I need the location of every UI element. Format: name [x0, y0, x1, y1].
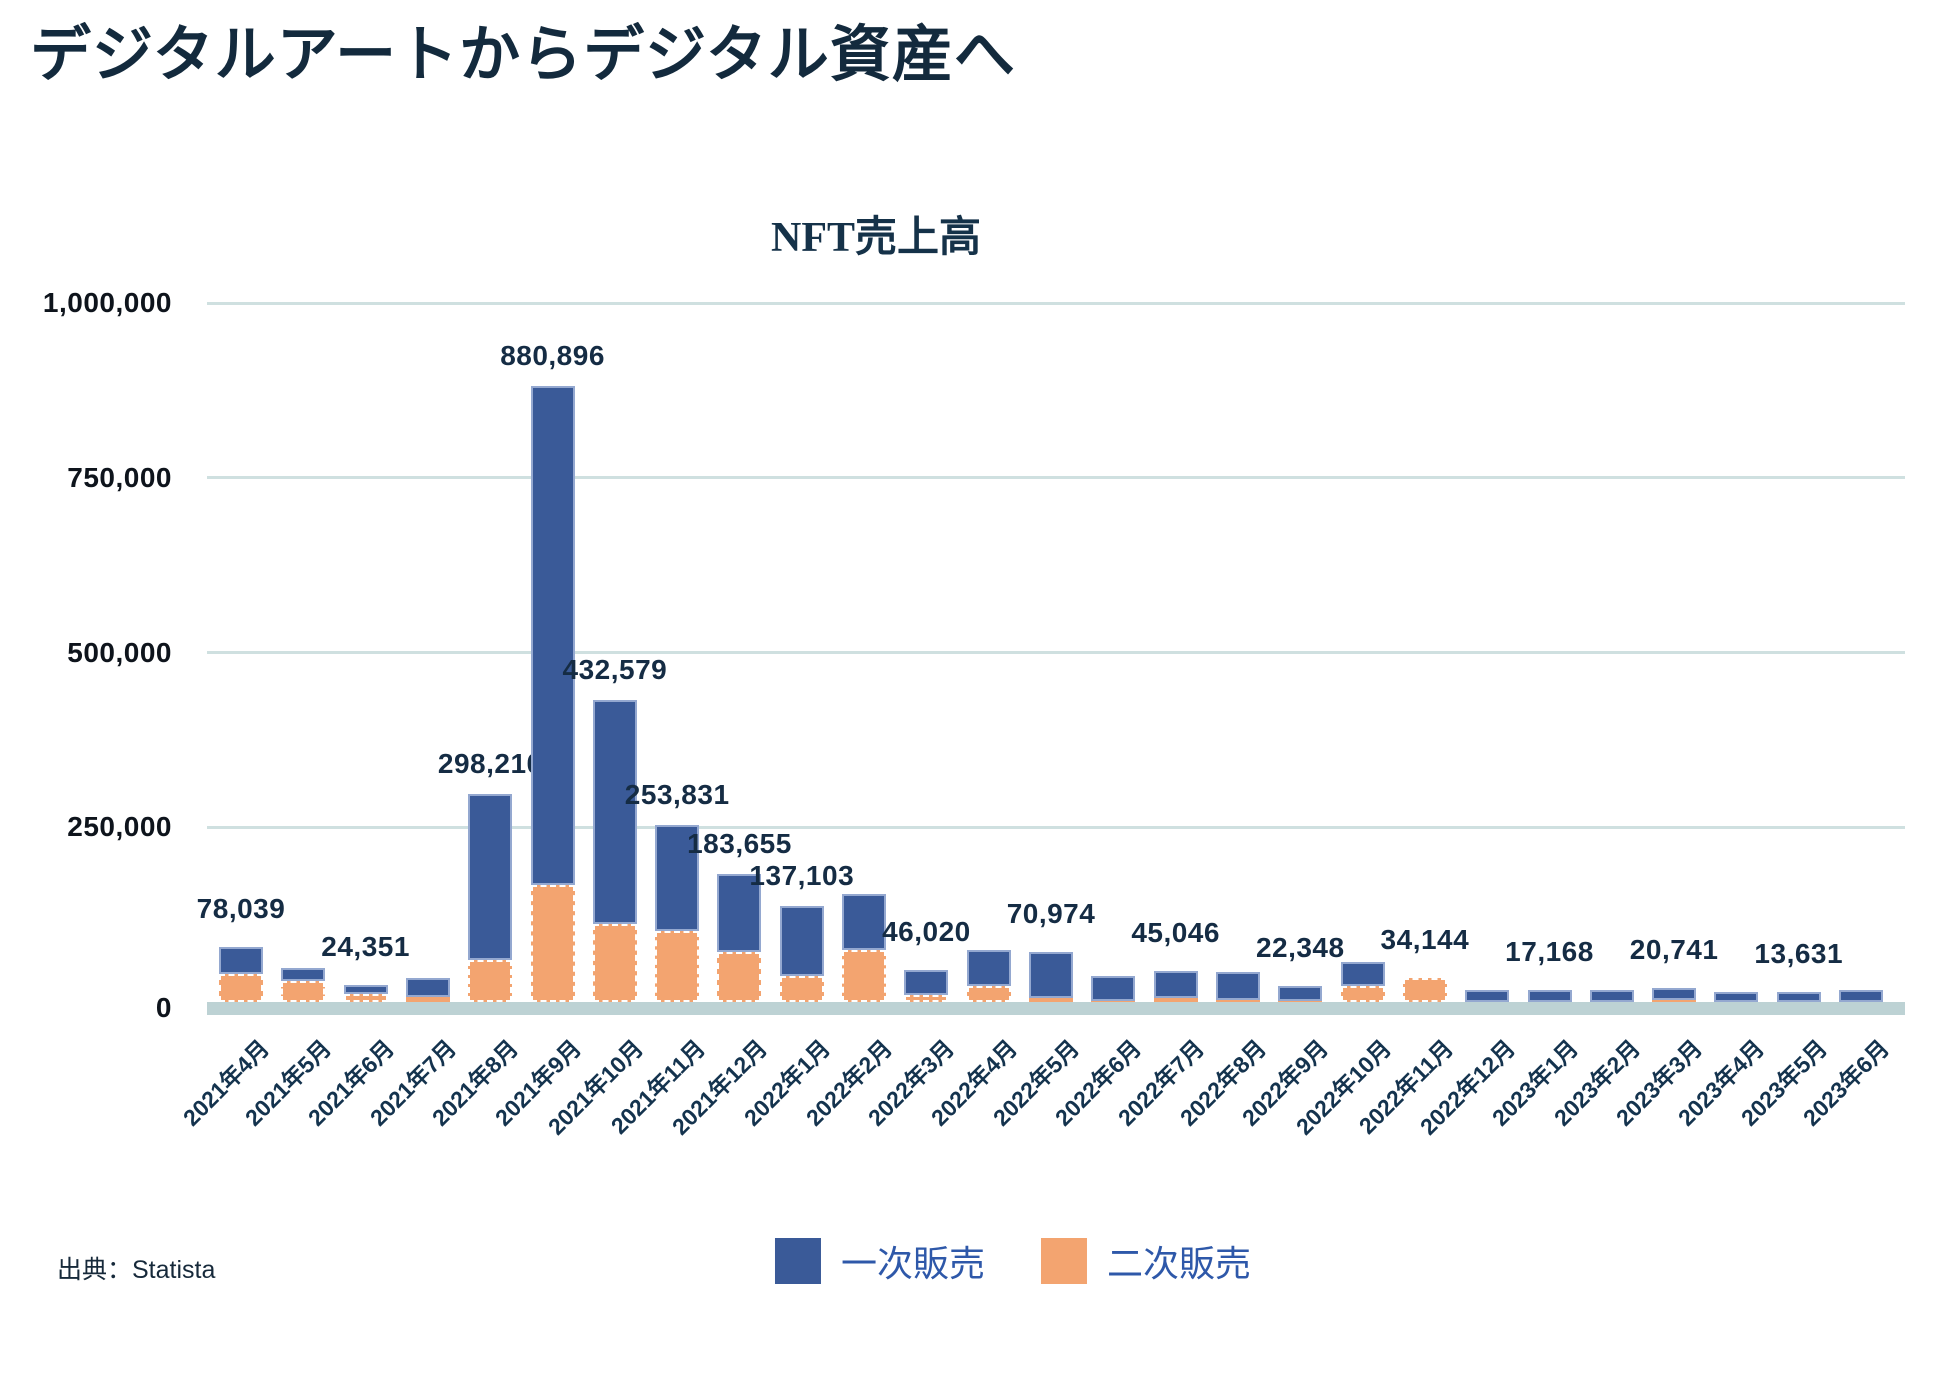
value-label-2022年9月: 22,348: [1255, 932, 1345, 964]
bar-secondary-2021年6月: [343, 994, 388, 1002]
bar-secondary-2022年7月: [1153, 997, 1198, 1002]
bar-secondary-2021年8月: [468, 960, 513, 1002]
bar-primary-2022年8月: [1215, 971, 1260, 1000]
bar-secondary-2022年6月: [1091, 1000, 1136, 1002]
value-label-2022年1月: 137,103: [749, 860, 855, 892]
value-label-2023年1月: 17,168: [1505, 935, 1594, 967]
bar-primary-2022年10月: [1340, 962, 1385, 986]
source-note: 出典：Statista: [57, 1256, 216, 1284]
bar-primary-2023年6月: [1839, 990, 1884, 1002]
page-title: デジタルアートからデジタル資産へ: [30, 20, 1016, 88]
bar-primary-2022年6月: [1091, 976, 1136, 1001]
bar-primary-2022年1月: [779, 906, 824, 977]
chart-legend: 一次販売 二次販売: [774, 1235, 1251, 1287]
bar-primary-2021年4月: [219, 947, 263, 975]
bar-primary-2021年11月: [655, 824, 700, 931]
bar-primary-2022年7月: [1153, 970, 1198, 998]
bar-primary-2021年7月: [405, 978, 450, 998]
x-axis-baseline: [207, 1002, 1905, 1015]
bar-primary-2021年6月: [343, 984, 388, 995]
value-label-2021年4月: 78,039: [196, 893, 286, 925]
bar-secondary-2022年5月: [1029, 997, 1074, 1002]
bar-primary-2021年12月: [717, 873, 762, 953]
bar-secondary-2021年5月: [281, 981, 326, 1002]
bar-primary-2023年4月: [1714, 992, 1759, 1002]
bar-primary-2021年8月: [468, 793, 513, 961]
bar-primary-2023年1月: [1527, 989, 1572, 1002]
primary-sales-swatch: [774, 1238, 821, 1284]
bar-secondary-2021年4月: [219, 974, 263, 1002]
bar-secondary-2021年7月: [405, 997, 450, 1002]
secondary-sales-swatch: [1041, 1238, 1087, 1284]
bar-secondary-2022年3月: [904, 995, 949, 1002]
bar-secondary-2021年11月: [655, 930, 700, 1002]
bar-primary-2022年12月: [1465, 990, 1510, 1002]
value-label-2022年5月: 70,974: [1006, 898, 1096, 930]
bar-secondary-2022年4月: [966, 985, 1011, 1002]
bar-secondary-2022年8月: [1215, 999, 1260, 1002]
bar-secondary-2022年2月: [842, 949, 887, 1002]
y-axis-tick: 250,000: [67, 811, 172, 843]
bar-primary-2022年2月: [842, 893, 887, 950]
value-label-2023年3月: 20,741: [1629, 933, 1719, 965]
bar-primary-2022年5月: [1029, 952, 1074, 998]
bar-primary-2021年10月: [592, 699, 637, 925]
legend-label-secondary: 二次販売: [1107, 1243, 1252, 1284]
gridline-750000: [207, 476, 1905, 480]
gridline-500000: [207, 651, 1905, 654]
bar-primary-2021年5月: [281, 968, 326, 982]
value-label-2021年10月: 432,579: [562, 653, 668, 685]
bar-primary-2022年4月: [966, 949, 1011, 986]
value-label-2022年7月: 45,046: [1131, 916, 1220, 948]
bar-primary-2022年3月: [904, 969, 949, 995]
bar-secondary-2022年10月: [1340, 985, 1385, 1002]
gridline-1000000: [207, 301, 1905, 305]
legend-label-primary: 一次販売: [840, 1243, 985, 1284]
bar-secondary-2022年11月: [1402, 978, 1447, 1002]
bar-primary-2023年2月: [1589, 990, 1634, 1002]
bar-secondary-2021年9月: [530, 885, 575, 1002]
bar-primary-2021年9月: [530, 386, 575, 886]
value-label-2022年11月: 34,144: [1380, 924, 1470, 956]
bar-secondary-2021年12月: [717, 952, 762, 1002]
legend-item-secondary: 二次販売: [1041, 1235, 1251, 1287]
bar-primary-2022年9月: [1278, 986, 1323, 1002]
gridline-250000: [207, 825, 1905, 829]
value-label-2021年9月: 880,896: [500, 340, 605, 372]
value-label-2021年12月: 183,655: [687, 827, 792, 859]
y-axis-tick: 0: [155, 992, 172, 1023]
legend-item-primary: 一次販売: [774, 1235, 985, 1287]
bar-secondary-2022年9月: [1278, 1001, 1323, 1002]
value-label-2023年5月: 13,631: [1754, 938, 1844, 970]
y-axis-tick: 750,000: [67, 461, 172, 493]
bar-secondary-2021年10月: [592, 924, 637, 1002]
value-label-2021年8月: 298,210: [437, 747, 543, 779]
y-axis-tick: 500,000: [67, 636, 172, 668]
value-label-2021年11月: 253,831: [624, 778, 730, 810]
y-axis-tick: 1,000,000: [42, 287, 172, 318]
bar-secondary-2022年1月: [779, 976, 824, 1002]
value-label-2022年3月: 46,020: [882, 915, 971, 947]
bar-primary-2023年3月: [1652, 987, 1697, 1000]
chart-title: NFT売上高: [770, 215, 982, 261]
value-label-2021年6月: 24,351: [321, 930, 410, 962]
bar-primary-2023年5月: [1776, 992, 1821, 1002]
bar-secondary-2023年3月: [1652, 999, 1697, 1002]
